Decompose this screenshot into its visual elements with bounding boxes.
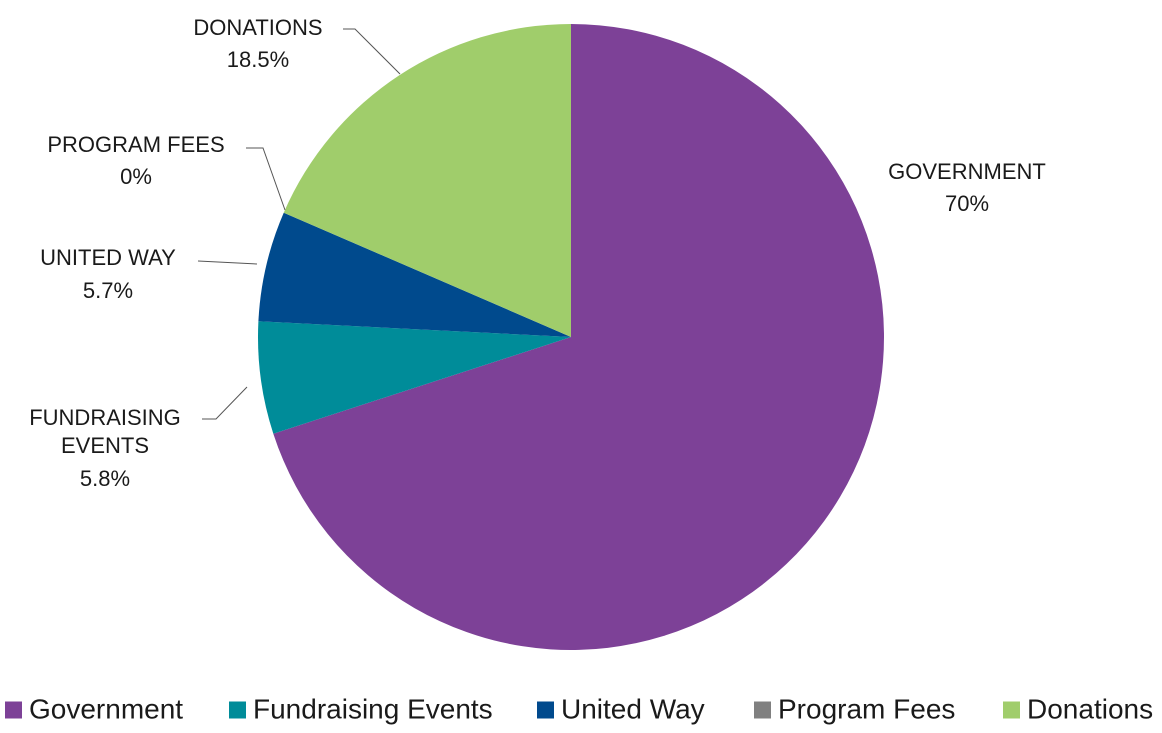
leader-line-fundraising-events bbox=[202, 386, 248, 420]
slice-name-label-fundraising-events: FUNDRAISING bbox=[29, 405, 181, 430]
slice-name-label-fundraising-events: EVENTS bbox=[61, 433, 149, 458]
slice-pct-label-united-way: 5.7% bbox=[83, 278, 133, 303]
leader-line-donations bbox=[343, 28, 401, 75]
pie-slice-united-way bbox=[258, 212, 571, 337]
legend-label-government: Government bbox=[29, 693, 183, 724]
legend-item-fundraising-events: Fundraising Events bbox=[229, 693, 493, 724]
legend-item-united-way: United Way bbox=[537, 693, 705, 724]
legend-label-program-fees: Program Fees bbox=[778, 693, 955, 724]
pie-slice-government bbox=[273, 24, 885, 651]
pie-slice-donations bbox=[283, 24, 571, 337]
slice-pct-label-program-fees: 0% bbox=[120, 164, 152, 189]
slice-pct-label-government: 70% bbox=[945, 191, 989, 216]
slice-pct-label-fundraising-events: 5.8% bbox=[80, 466, 130, 491]
leader-lines bbox=[197, 28, 401, 420]
leader-line-united-way bbox=[197, 260, 258, 265]
legend-swatch-united-way bbox=[537, 701, 554, 719]
legend-swatch-government bbox=[5, 701, 22, 719]
pie-slices bbox=[258, 24, 885, 651]
legend-swatch-program-fees bbox=[754, 701, 771, 719]
slice-name-label-united-way: UNITED WAY bbox=[40, 245, 176, 270]
slice-name-label-donations: DONATIONS bbox=[193, 15, 322, 40]
legend-item-government: Government bbox=[5, 693, 183, 724]
legend-swatch-fundraising-events bbox=[229, 701, 246, 719]
slice-pct-label-donations: 18.5% bbox=[227, 47, 289, 72]
legend-item-program-fees: Program Fees bbox=[754, 693, 955, 724]
slice-name-label-government: GOVERNMENT bbox=[888, 159, 1046, 184]
legend: Government Fundraising Events United Way Pr… bbox=[5, 693, 1153, 724]
legend-swatch-donations bbox=[1003, 701, 1020, 719]
legend-label-united-way: United Way bbox=[561, 693, 705, 724]
slice-name-label-program-fees: PROGRAM FEES bbox=[47, 132, 224, 157]
pie-slice-fundraising-events bbox=[258, 321, 571, 434]
legend-label-donations: Donations bbox=[1027, 693, 1153, 724]
legend-item-donations: Donations bbox=[1003, 693, 1153, 724]
leader-line-program-fees bbox=[246, 147, 286, 211]
legend-label-fundraising-events: Fundraising Events bbox=[253, 693, 493, 724]
slice-labels: GOVERNMENT 70% FUNDRAISING EVENTS 5.8% UNITED… bbox=[29, 15, 1046, 491]
